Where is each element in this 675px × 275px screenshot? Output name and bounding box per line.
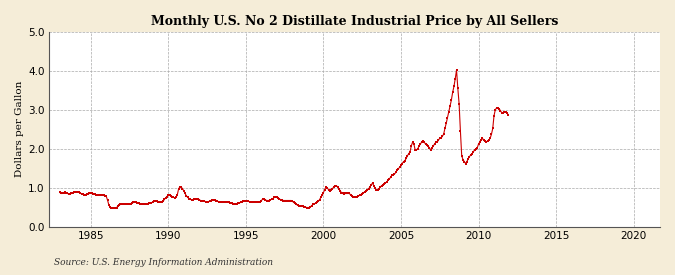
Title: Monthly U.S. No 2 Distillate Industrial Price by All Sellers: Monthly U.S. No 2 Distillate Industrial …: [151, 15, 558, 28]
Y-axis label: Dollars per Gallon: Dollars per Gallon: [15, 81, 24, 177]
Text: Source: U.S. Energy Information Administration: Source: U.S. Energy Information Administ…: [54, 258, 273, 267]
